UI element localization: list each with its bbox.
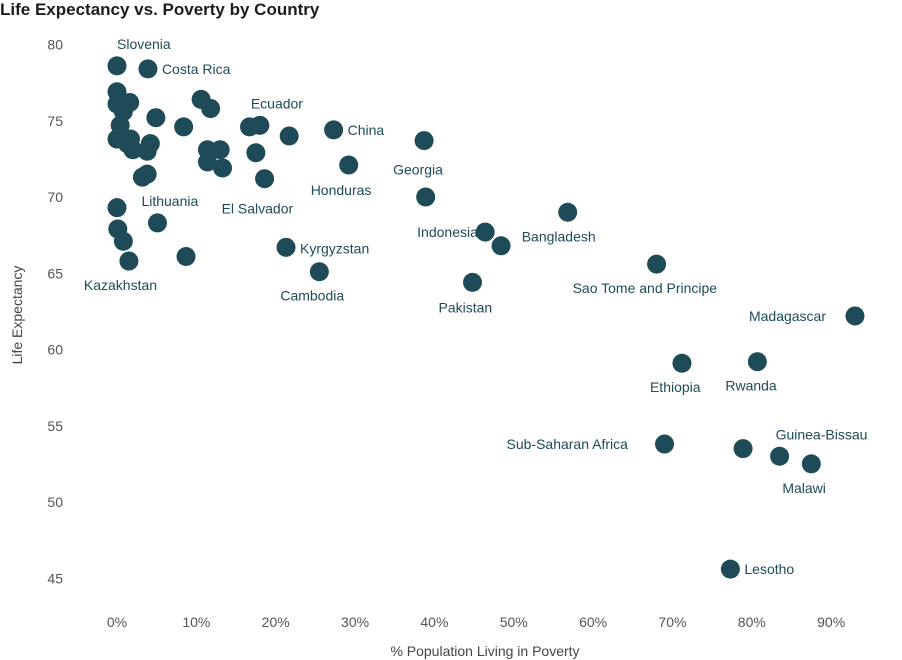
point-cambodia[interactable] (309, 262, 329, 282)
x-tick-label: 30% (341, 614, 369, 630)
label-slovenia: Slovenia (117, 36, 171, 52)
y-tick-label: 45 (47, 570, 63, 586)
data-point[interactable] (279, 126, 299, 146)
y-tick-label: 75 (47, 113, 63, 129)
data-point[interactable] (113, 231, 133, 251)
label-bangladesh: Bangladesh (522, 228, 596, 244)
y-axis-title: Life Expectancy (9, 266, 25, 365)
point-lesotho[interactable] (720, 559, 740, 579)
y-axis-ticks: 45 50 55 60 65 70 75 80 (47, 37, 63, 587)
point-labels: Slovenia Costa Rica Ecuador China Georgia Hon… (84, 36, 867, 577)
point-kyrgyzstan[interactable] (276, 237, 296, 257)
x-tick-label: 90% (817, 614, 845, 630)
point-kazakhstan[interactable] (119, 251, 139, 271)
point-guinea-bissau[interactable] (770, 446, 790, 466)
x-tick-label: 10% (182, 614, 210, 630)
x-tick-label: 60% (579, 614, 607, 630)
x-tick-label: 70% (658, 614, 686, 630)
point-ecuador[interactable] (250, 115, 270, 135)
x-axis-ticks: 0% 10% 20% 30% 40% 50% 60% 70% 80% 90% (107, 614, 845, 630)
x-tick-label: 0% (107, 614, 127, 630)
point-honduras[interactable] (339, 155, 359, 175)
data-point[interactable] (210, 140, 230, 160)
point-madagascar[interactable] (845, 306, 865, 326)
y-tick-label: 60 (47, 342, 63, 358)
y-tick-label: 80 (47, 37, 63, 53)
y-tick-label: 50 (47, 494, 63, 510)
y-tick-label: 70 (47, 189, 63, 205)
point-sao-tome-and-principe[interactable] (647, 254, 667, 274)
label-el-salvador: El Salvador (222, 201, 294, 217)
data-point[interactable] (197, 152, 217, 172)
point-rwanda[interactable] (747, 352, 767, 372)
point-malawi[interactable] (801, 454, 821, 474)
point-costa-rica[interactable] (138, 59, 158, 79)
label-costa-rica: Costa Rica (162, 61, 231, 77)
data-point[interactable] (733, 439, 753, 459)
point-pakistan[interactable] (462, 272, 482, 292)
label-lesotho: Lesotho (744, 561, 794, 577)
data-point[interactable] (416, 187, 436, 207)
label-ethiopia: Ethiopia (650, 379, 701, 395)
label-guinea-bissau: Guinea-Bissau (776, 426, 868, 442)
label-ecuador: Ecuador (251, 95, 303, 111)
label-kyrgyzstan: Kyrgyzstan (300, 240, 369, 256)
point-georgia[interactable] (414, 131, 434, 151)
y-tick-label: 55 (47, 418, 63, 434)
chart-title: Life Expectancy vs. Poverty by Country (0, 0, 320, 19)
label-sub-saharan-africa: Sub-Saharan Africa (507, 436, 629, 452)
point-el-salvador[interactable] (255, 169, 275, 189)
label-sao-tome-and-principe: Sao Tome and Principe (573, 280, 718, 296)
point-sub-saharan-africa[interactable] (655, 434, 675, 454)
point-ethiopia[interactable] (672, 353, 692, 373)
label-kazakhstan: Kazakhstan (84, 277, 157, 293)
point-lithuania[interactable] (147, 213, 167, 233)
data-point[interactable] (146, 108, 166, 128)
label-lithuania: Lithuania (141, 193, 198, 209)
label-pakistan: Pakistan (438, 299, 492, 315)
point-slovenia[interactable] (107, 56, 127, 76)
data-point[interactable] (107, 198, 127, 218)
y-tick-label: 65 (47, 265, 63, 281)
label-china: China (348, 122, 385, 138)
data-point[interactable] (123, 140, 143, 160)
point-indonesia[interactable] (475, 222, 495, 242)
data-point[interactable] (201, 99, 221, 119)
label-indonesia: Indonesia (417, 224, 478, 240)
label-malawi: Malawi (782, 480, 826, 496)
point-china[interactable] (324, 120, 344, 140)
x-axis-title: % Population Living in Poverty (390, 643, 579, 659)
x-tick-label: 40% (420, 614, 448, 630)
label-georgia: Georgia (393, 162, 443, 178)
data-point[interactable] (137, 141, 157, 161)
x-tick-label: 20% (262, 614, 290, 630)
data-point[interactable] (174, 117, 194, 137)
data-point[interactable] (213, 158, 233, 178)
data-point[interactable] (176, 246, 196, 266)
label-madagascar: Madagascar (749, 308, 826, 324)
x-tick-label: 50% (500, 614, 528, 630)
label-rwanda: Rwanda (725, 378, 777, 394)
x-tick-label: 80% (738, 614, 766, 630)
point-bangladesh[interactable] (558, 202, 578, 222)
data-point[interactable] (246, 143, 266, 163)
label-honduras: Honduras (311, 182, 372, 198)
label-cambodia: Cambodia (280, 288, 344, 304)
data-point[interactable] (491, 236, 511, 256)
data-point[interactable] (132, 167, 152, 187)
data-points (107, 56, 865, 579)
